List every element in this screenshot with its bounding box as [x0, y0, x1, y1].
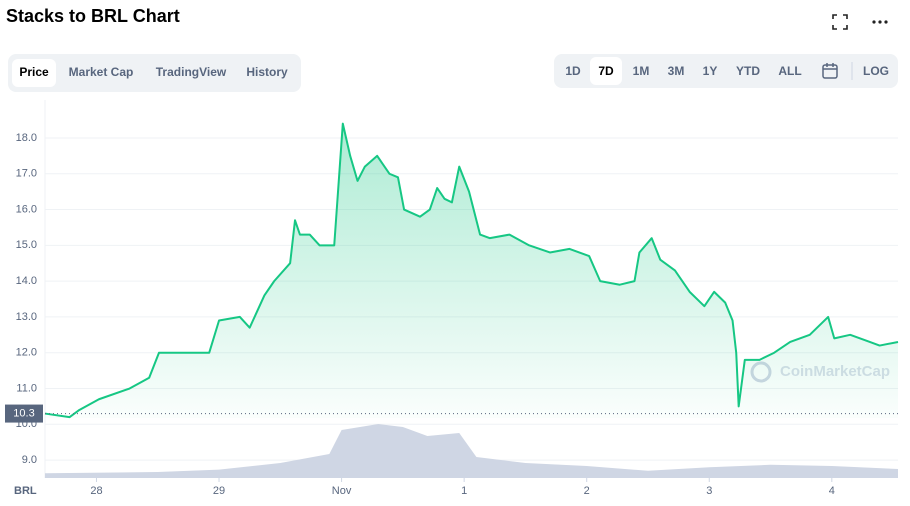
x-tick-label: 2 [584, 485, 590, 497]
reference-label: 10.3 [13, 407, 34, 419]
x-tick-label: 3 [706, 485, 712, 497]
y-tick-label: 12.0 [16, 347, 37, 359]
range-button[interactable]: 1Y [703, 64, 718, 78]
y-tick-label: 11.0 [16, 382, 37, 394]
tab[interactable]: TradingView [156, 65, 227, 79]
y-tick-label: 13.0 [16, 311, 37, 323]
more-icon[interactable] [872, 20, 888, 24]
log-button[interactable]: LOG [863, 64, 889, 78]
range-button[interactable]: 3M [668, 64, 685, 78]
y-tick-label: 16.0 [16, 203, 37, 215]
range-button[interactable]: 1D [565, 64, 581, 78]
range-button[interactable]: 7D [598, 64, 614, 78]
price-line [44, 122, 899, 419]
tab[interactable]: Price [19, 65, 49, 79]
tab-bar [8, 54, 301, 92]
tab[interactable]: History [246, 65, 288, 79]
tab-active-bg [12, 59, 56, 87]
range-bar [554, 54, 898, 88]
y-tick-label: 9.0 [22, 454, 37, 466]
range-button[interactable]: YTD [736, 64, 760, 78]
x-tick-label: 29 [213, 485, 225, 497]
tab[interactable]: Market Cap [69, 65, 134, 79]
price-area [45, 123, 898, 418]
x-tick-label: 1 [461, 485, 467, 497]
range-button[interactable]: ALL [778, 64, 801, 78]
range-active-bg [590, 57, 622, 85]
currency-label: BRL [14, 485, 37, 497]
x-tick-label: Nov [332, 485, 352, 497]
reference-label-bg [5, 404, 43, 423]
y-tick-label: 14.0 [16, 275, 37, 287]
range-button[interactable]: 1M [633, 64, 650, 78]
y-tick-label: 15.0 [16, 239, 37, 251]
volume-area [45, 424, 898, 478]
y-tick-label: 17.0 [16, 168, 37, 180]
title: Stacks to BRL Chart [6, 6, 180, 26]
x-tick-label: 28 [90, 485, 102, 497]
y-tick-label: 18.0 [16, 132, 37, 144]
fullscreen-icon[interactable] [832, 14, 848, 30]
calendar-icon[interactable] [822, 63, 838, 79]
x-tick-label: 4 [829, 485, 835, 497]
